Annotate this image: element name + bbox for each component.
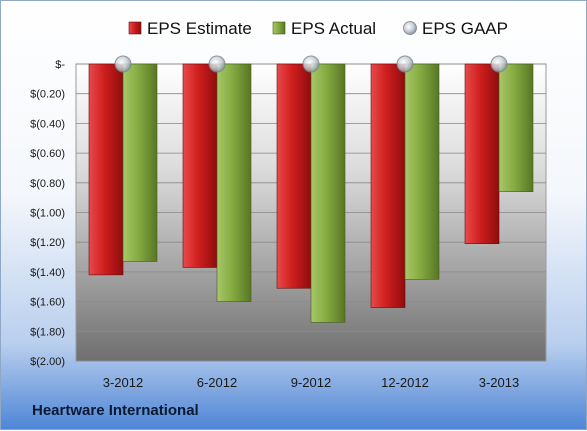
bar-eps-estimate [88, 63, 124, 276]
bar-eps-estimate [370, 63, 406, 308]
y-tick-label: $(1.80) [30, 326, 65, 338]
bar-eps-estimate [464, 63, 500, 244]
y-tick-label: $(0.20) [30, 89, 65, 101]
x-tick-label: 12-2012 [381, 375, 429, 390]
bar-eps-estimate [182, 63, 218, 268]
y-tick-label: $(0.80) [30, 178, 65, 190]
marker-eps-gaap [302, 55, 320, 73]
legend-swatch-actual [272, 21, 286, 35]
bar-eps-actual [216, 63, 252, 302]
y-tick-label: $(1.40) [30, 267, 65, 279]
legend-label-gaap: EPS GAAP [422, 19, 508, 38]
marker-eps-gaap [396, 55, 414, 73]
legend-label-actual: EPS Actual [291, 19, 376, 38]
bar-eps-actual [122, 63, 158, 262]
y-tick-label: $(0.40) [30, 118, 65, 130]
bar-eps-estimate [276, 63, 312, 289]
y-tick-label: $(1.00) [30, 208, 65, 220]
bar-eps-actual [498, 63, 534, 193]
y-tick-label: $- [55, 59, 65, 71]
bar-eps-actual [404, 63, 440, 280]
y-tick-label: $(1.20) [30, 237, 65, 249]
legend-label-estimate: EPS Estimate [147, 19, 252, 38]
bar-eps-actual [310, 63, 346, 323]
marker-eps-gaap [208, 55, 226, 73]
y-tick-label: $(1.60) [30, 297, 65, 309]
legend-swatch-gaap [403, 21, 417, 35]
marker-eps-gaap [114, 55, 132, 73]
legend-swatch-estimate [128, 21, 142, 35]
company-name: Heartware International [32, 402, 199, 419]
x-tick-label: 9-2012 [291, 375, 331, 390]
x-tick-label: 6-2012 [197, 375, 237, 390]
y-tick-label: $(0.60) [30, 148, 65, 160]
x-tick-label: 3-2013 [479, 375, 519, 390]
marker-eps-gaap [490, 55, 508, 73]
y-tick-label: $(2.00) [30, 356, 65, 368]
x-tick-label: 3-2012 [103, 375, 143, 390]
